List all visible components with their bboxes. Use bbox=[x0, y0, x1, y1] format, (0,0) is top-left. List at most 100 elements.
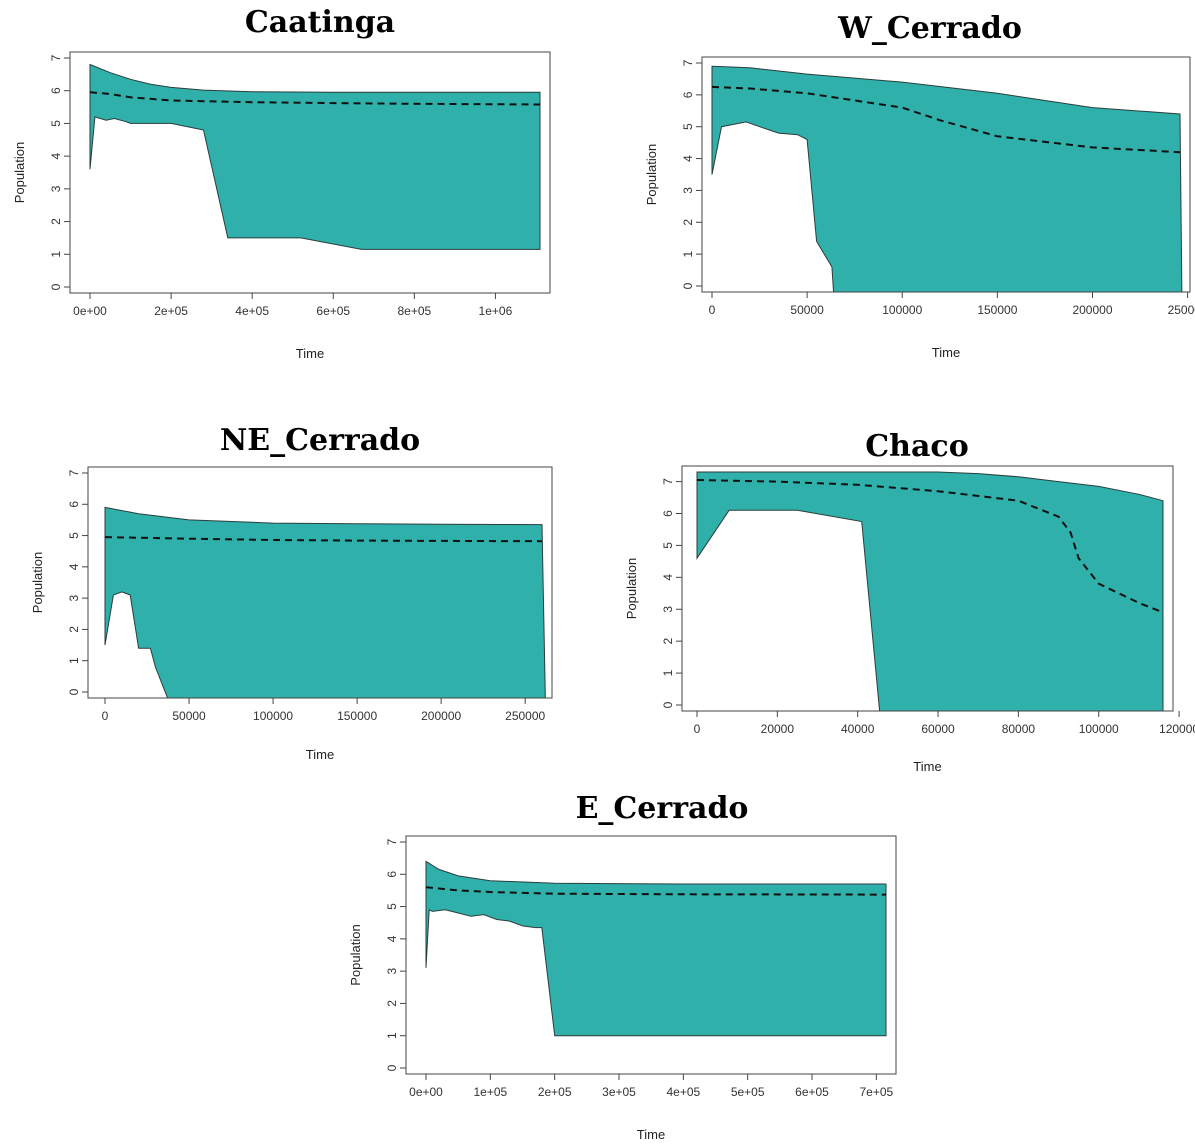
y-tick-label: 4 bbox=[681, 155, 695, 162]
y-tick-label: 1 bbox=[681, 250, 695, 257]
x-tick-label: 2e+05 bbox=[154, 304, 188, 318]
x-tick-label: 200000 bbox=[1072, 303, 1112, 317]
x-tick-label: 1e+06 bbox=[479, 304, 513, 318]
y-tick-label: 2 bbox=[661, 638, 675, 645]
y-tick-label: 5 bbox=[385, 903, 399, 910]
chart-title: Chaco bbox=[865, 429, 968, 464]
chart-svg: 0 1 2 3 4 5 6 7 0 50000 100000 150000 200000 250000 W_… bbox=[644, 11, 1195, 360]
x-tick-label: 120000 bbox=[1159, 722, 1195, 736]
x-tick-label: 8e+05 bbox=[397, 304, 431, 318]
x-tick-label: 6e+05 bbox=[316, 304, 350, 318]
x-tick-label: 200000 bbox=[421, 709, 461, 723]
x-tick-label: 80000 bbox=[1002, 722, 1036, 736]
hpd-band bbox=[89, 63, 541, 250]
x-tick-label: 0 bbox=[694, 722, 701, 736]
y-tick-label: 3 bbox=[385, 967, 399, 974]
hpd-band bbox=[104, 506, 546, 698]
y-tick-label: 1 bbox=[67, 657, 81, 664]
y-tick-label: 7 bbox=[681, 59, 695, 66]
x-tick-label: 100000 bbox=[882, 303, 922, 317]
panel-ne-cerrado: 0 1 2 3 4 5 6 7 0 50000 100000 150000 200000 250000 NE… bbox=[20, 420, 560, 770]
plot-frame bbox=[87, 466, 553, 699]
x-tick-label: 4e+05 bbox=[666, 1085, 700, 1099]
x-tick-label: 0 bbox=[102, 709, 109, 723]
x-axis-label: Time bbox=[637, 1127, 665, 1142]
y-tick-label: 6 bbox=[67, 501, 81, 508]
hpd-band bbox=[425, 860, 887, 1037]
y-tick-label: 5 bbox=[49, 120, 63, 127]
y-tick-label: 5 bbox=[661, 542, 675, 549]
chart-title: W_Cerrado bbox=[837, 11, 1022, 46]
chart-svg: 0 1 2 3 4 5 6 7 0e+00 2e+05 4e+05 6e+05 8e+05 1e+06 Ca… bbox=[12, 5, 551, 361]
y-tick-label: 2 bbox=[49, 218, 63, 225]
x-tick-label: 5e+05 bbox=[731, 1085, 765, 1099]
hpd-band bbox=[711, 65, 1183, 292]
y-tick-label: 0 bbox=[49, 283, 63, 290]
y-axis-label: Population bbox=[624, 558, 639, 619]
y-axis-label: Population bbox=[30, 552, 45, 613]
x-tick-label: 60000 bbox=[921, 722, 955, 736]
median-line bbox=[104, 536, 543, 543]
chart-svg: 0 1 2 3 4 5 6 7 0 20000 40000 60000 80000 100000 12000… bbox=[624, 429, 1195, 774]
median-line bbox=[89, 91, 541, 106]
y-tick-label: 0 bbox=[661, 701, 675, 708]
x-tick-label: 100000 bbox=[1079, 722, 1119, 736]
y-tick-label: 6 bbox=[49, 87, 63, 94]
plot-frame bbox=[69, 51, 551, 294]
y-tick-label: 7 bbox=[49, 54, 63, 61]
plot-frame bbox=[405, 835, 897, 1075]
y-tick-label: 4 bbox=[385, 935, 399, 942]
y-tick-label: 6 bbox=[681, 91, 695, 98]
plot-frame bbox=[681, 465, 1174, 712]
y-tick-label: 3 bbox=[49, 185, 63, 192]
x-axis-label: Time bbox=[913, 759, 941, 774]
chart-svg: 0 1 2 3 4 5 6 7 0 50000 100000 150000 200000 250000 NE… bbox=[30, 423, 553, 762]
panel-e-cerrado: 0 1 2 3 4 5 6 7 0e+00 1e+05 2e+05 3e+05 4e+05 5e+05 6e… bbox=[340, 790, 900, 1145]
x-tick-label: 250000 bbox=[1168, 303, 1195, 317]
y-tick-label: 7 bbox=[67, 469, 81, 476]
y-tick-label: 4 bbox=[67, 563, 81, 570]
x-tick-label: 50000 bbox=[172, 709, 206, 723]
x-axis-label: Time bbox=[306, 747, 334, 762]
x-tick-label: 7e+05 bbox=[859, 1085, 893, 1099]
x-tick-label: 0 bbox=[709, 303, 716, 317]
y-tick-label: 3 bbox=[661, 606, 675, 613]
x-tick-label: 250000 bbox=[505, 709, 545, 723]
y-tick-label: 0 bbox=[67, 688, 81, 695]
x-axis-label: Time bbox=[932, 345, 960, 360]
hpd-band bbox=[696, 471, 1164, 711]
y-tick-label: 1 bbox=[385, 1032, 399, 1039]
panel-chaco: 0 1 2 3 4 5 6 7 0 20000 40000 60000 80000 100000 12000… bbox=[610, 420, 1195, 780]
y-tick-label: 0 bbox=[681, 282, 695, 289]
x-tick-label: 150000 bbox=[337, 709, 377, 723]
y-tick-label: 2 bbox=[681, 219, 695, 226]
chart-title: Caatinga bbox=[245, 5, 395, 40]
median-line bbox=[696, 479, 1164, 614]
y-tick-label: 4 bbox=[661, 574, 675, 581]
y-tick-label: 3 bbox=[681, 187, 695, 194]
x-tick-label: 20000 bbox=[761, 722, 795, 736]
x-tick-label: 0e+00 bbox=[73, 304, 107, 318]
panel-w-cerrado: 0 1 2 3 4 5 6 7 0 50000 100000 150000 200000 250000 W_… bbox=[620, 0, 1195, 370]
x-tick-label: 150000 bbox=[977, 303, 1017, 317]
x-tick-label: 6e+05 bbox=[795, 1085, 829, 1099]
x-tick-label: 1e+05 bbox=[473, 1085, 507, 1099]
y-tick-label: 6 bbox=[661, 510, 675, 517]
y-tick-label: 7 bbox=[661, 478, 675, 485]
x-tick-label: 3e+05 bbox=[602, 1085, 636, 1099]
median-line bbox=[425, 886, 887, 896]
y-tick-label: 1 bbox=[49, 251, 63, 258]
y-tick-label: 7 bbox=[385, 838, 399, 845]
chart-svg: 0 1 2 3 4 5 6 7 0e+00 1e+05 2e+05 3e+05 4e+05 5e+05 6e… bbox=[348, 791, 897, 1142]
x-tick-label: 0e+00 bbox=[409, 1085, 443, 1099]
x-tick-label: 100000 bbox=[253, 709, 293, 723]
y-tick-label: 1 bbox=[661, 669, 675, 676]
chart-title: E_Cerrado bbox=[576, 791, 749, 826]
x-tick-label: 40000 bbox=[841, 722, 875, 736]
y-tick-label: 2 bbox=[67, 626, 81, 633]
y-axis-label: Population bbox=[12, 142, 27, 203]
y-tick-label: 4 bbox=[49, 152, 63, 159]
y-tick-label: 6 bbox=[385, 871, 399, 878]
y-tick-label: 5 bbox=[681, 123, 695, 130]
y-tick-label: 5 bbox=[67, 532, 81, 539]
